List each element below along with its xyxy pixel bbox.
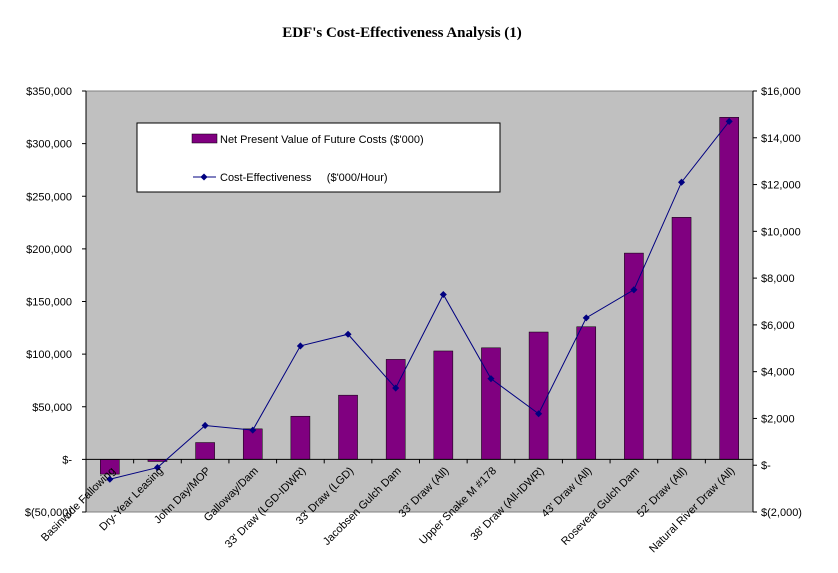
line-point-2 (201, 421, 209, 429)
line-point-9 (535, 410, 543, 418)
right-tick-label-0: $(2,000) (761, 507, 802, 519)
right-tick-label-7: $12,000 (761, 180, 801, 192)
left-tick-label-3: $100,000 (26, 349, 72, 361)
left-tick-label-2: $50,000 (32, 402, 72, 414)
bar-5 (338, 394, 358, 460)
bar-12 (671, 217, 692, 460)
bar-10 (576, 326, 597, 460)
legend-bar-swatch (191, 133, 218, 144)
left-tick-label-5: $200,000 (26, 244, 72, 256)
right-tick-label-8: $14,000 (761, 133, 801, 145)
bar-4 (290, 415, 311, 460)
line-point-0 (106, 475, 114, 483)
line-point-8 (487, 375, 495, 383)
right-tick-label-6: $10,000 (761, 226, 801, 238)
bar-7 (433, 350, 454, 460)
cost-effectiveness-line (109, 121, 730, 480)
bar-2 (195, 442, 215, 460)
line-point-11 (630, 286, 638, 294)
line-series (106, 117, 733, 483)
legend-bar-label: Net Present Value of Future Costs ($'000… (220, 134, 424, 146)
right-tick-label-3: $4,000 (761, 367, 795, 379)
line-point-6 (392, 384, 400, 392)
legend-line-marker (200, 173, 208, 181)
legend: Net Present Value of Future Costs ($'000… (136, 122, 501, 193)
left-tick-label-0: $(50,000) (25, 507, 72, 519)
line-point-12 (678, 178, 686, 186)
left-tick-label-6: $250,000 (26, 191, 72, 203)
right-tick-label-2: $2,000 (761, 413, 795, 425)
chart-title: EDF's Cost-Effectiveness Analysis (1) (282, 25, 522, 41)
right-axis: $(2,000) $- $2,000 $4,000 $6,000 $8,000 $10,00… (752, 86, 802, 519)
left-tick-label-7: $300,000 (26, 139, 72, 151)
line-point-3 (249, 426, 257, 434)
right-tick-label-4: $6,000 (761, 320, 795, 332)
left-tick-label-4: $150,000 (26, 297, 72, 309)
line-point-1 (153, 464, 161, 472)
right-tick-label-5: $8,000 (761, 273, 795, 285)
legend-line-label: Cost-Effectiveness ($'000/Hour) (220, 172, 388, 184)
left-tick-label-1: $- (62, 454, 72, 466)
line-point-7 (439, 290, 447, 299)
left-tick-label-8: $350,000 (26, 86, 72, 98)
line-point-5 (344, 330, 352, 338)
line-point-10 (582, 314, 590, 322)
right-tick-label-1: $- (761, 460, 771, 472)
left-axis: $(50,000) $- $50,000 $100,000 $150,000 $200,0… (25, 86, 87, 519)
bar-series (100, 117, 739, 475)
bar-8 (481, 347, 501, 460)
line-point-13 (725, 117, 733, 125)
bar-11 (624, 252, 644, 460)
right-tick-label-9: $16,000 (761, 86, 801, 98)
line-point-4 (296, 342, 304, 350)
bar-9 (528, 331, 549, 460)
bar-13 (719, 117, 739, 460)
